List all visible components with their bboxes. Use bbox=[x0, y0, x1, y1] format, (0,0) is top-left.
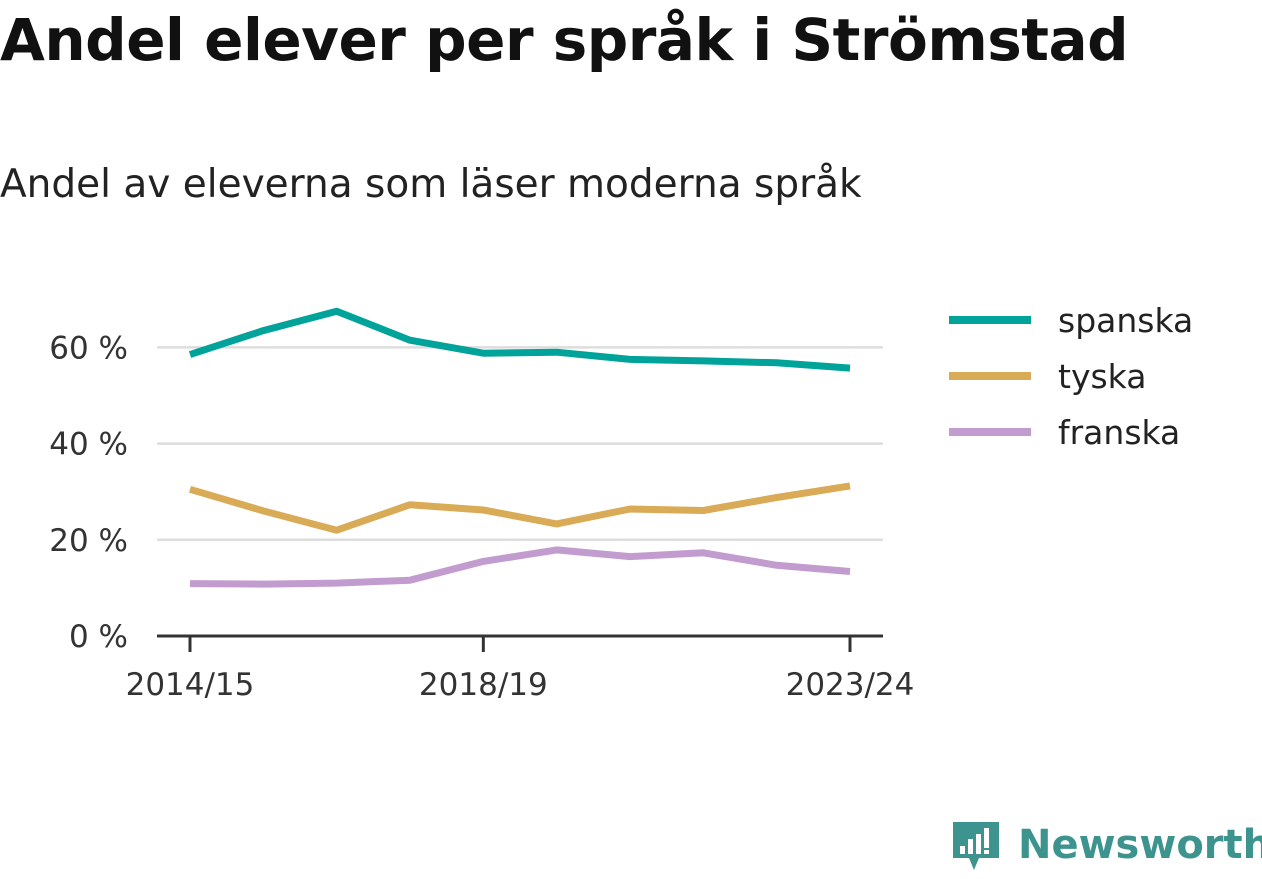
bar-chart-speech-bubble-icon bbox=[953, 822, 999, 870]
newsworthy-logo: Newsworthy bbox=[953, 822, 1262, 870]
chart-subtitle: Andel av eleverna som läser moderna språ… bbox=[0, 162, 862, 207]
x-axis-ticks: 2014/15 2018/19 2023/24 bbox=[126, 636, 915, 703]
y-tick-label: 0 % bbox=[69, 619, 128, 655]
legend: spanska tyska franska bbox=[949, 301, 1193, 452]
y-axis-ticks: 0 % 20 % 40 % 60 % bbox=[49, 330, 128, 655]
brand-name: Newsworthy bbox=[1018, 822, 1262, 868]
series-line-spanska bbox=[188, 307, 851, 372]
legend-item-franska: franska bbox=[949, 413, 1180, 452]
legend-item-spanska: spanska bbox=[949, 301, 1193, 340]
y-tick-label: 20 % bbox=[49, 523, 128, 559]
x-tick-label: 2014/15 bbox=[126, 667, 255, 703]
gridlines bbox=[157, 346, 883, 542]
series-line-franska bbox=[189, 546, 851, 588]
y-tick-label: 40 % bbox=[49, 427, 128, 463]
y-tick-label: 60 % bbox=[49, 330, 128, 366]
legend-label: franska bbox=[1058, 413, 1180, 452]
x-tick-label: 2018/19 bbox=[419, 667, 548, 703]
legend-label: tyska bbox=[1058, 357, 1146, 396]
series-lines bbox=[188, 307, 851, 588]
legend-item-tyska: tyska bbox=[949, 357, 1146, 396]
x-tick-label: 2023/24 bbox=[786, 667, 915, 703]
legend-label: spanska bbox=[1058, 301, 1193, 340]
series-line-tyska bbox=[189, 482, 851, 534]
chart-title: Andel elever per språk i Strömstad bbox=[0, 6, 1129, 74]
